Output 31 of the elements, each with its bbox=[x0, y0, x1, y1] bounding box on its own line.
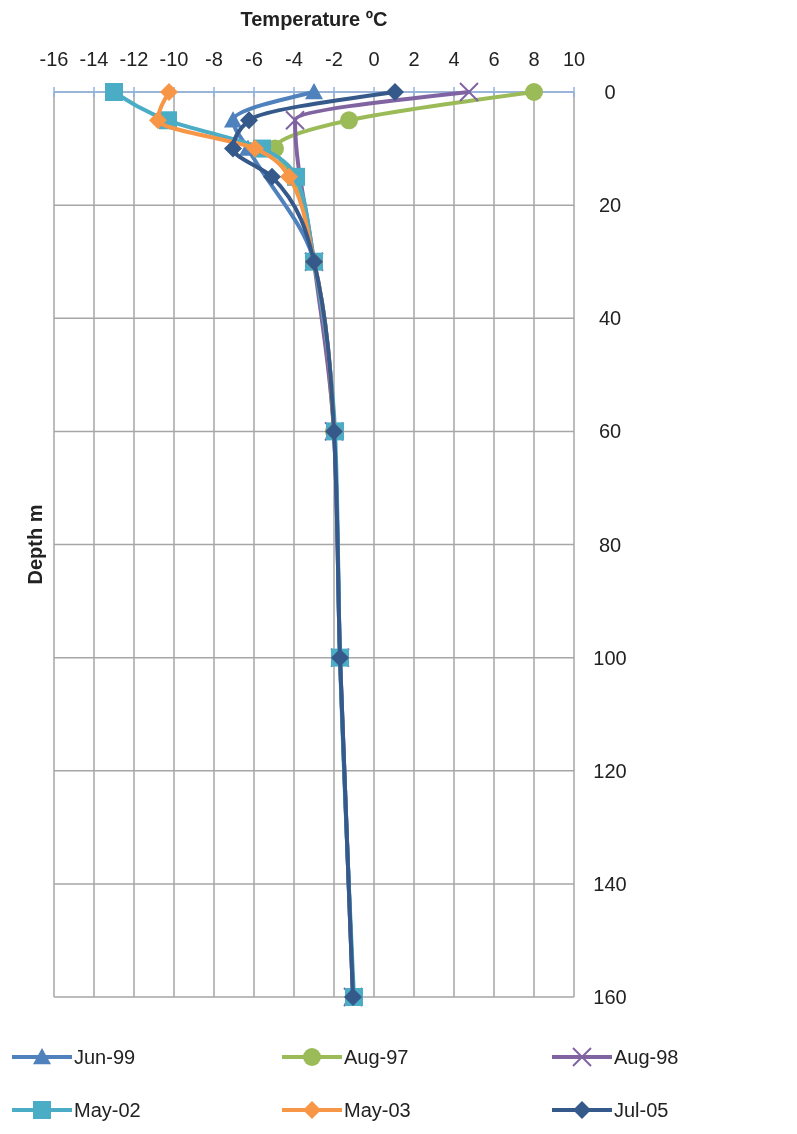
x-tick-label: -2 bbox=[325, 48, 343, 70]
x-tick-label: -10 bbox=[159, 48, 189, 70]
legend-label: Jun-99 bbox=[74, 1046, 136, 1068]
y-tick-label: 60 bbox=[598, 420, 622, 443]
legend-label: May-02 bbox=[74, 1099, 141, 1121]
x-tick-label: -4 bbox=[285, 48, 303, 70]
legend-label: Aug-97 bbox=[344, 1046, 409, 1068]
x-tick-label: 2 bbox=[408, 48, 420, 70]
legend-label: May-03 bbox=[344, 1099, 411, 1121]
x-tick-label: 6 bbox=[488, 48, 500, 70]
y-tick-label: 0 bbox=[604, 81, 616, 103]
x-tick-label: -16 bbox=[39, 48, 69, 70]
y-tick-label: 160 bbox=[593, 986, 627, 1008]
y-tick-label: 120 bbox=[593, 759, 627, 782]
x-tick-label: 8 bbox=[528, 48, 540, 70]
x-tick-label: 4 bbox=[448, 48, 460, 70]
x-tick-label: -14 bbox=[79, 48, 109, 70]
y-tick-label: 140 bbox=[593, 872, 627, 895]
y-tick-label: 80 bbox=[598, 533, 622, 556]
x-tick-label: -6 bbox=[245, 48, 263, 70]
y-tick-label: 100 bbox=[593, 646, 627, 669]
y-axis-title: Depth m bbox=[24, 504, 46, 585]
x-tick-label: 0 bbox=[368, 48, 380, 70]
x-tick-label: -8 bbox=[205, 48, 223, 70]
y-tick-label: 20 bbox=[598, 194, 622, 217]
legend-label: Aug-98 bbox=[614, 1046, 679, 1068]
x-axis-title: Temperature ºC bbox=[240, 8, 388, 30]
y-tick-label: 40 bbox=[598, 307, 622, 330]
legend-label: Jul-05 bbox=[614, 1099, 669, 1121]
x-tick-label: 10 bbox=[562, 48, 586, 70]
x-tick-label: -12 bbox=[119, 48, 149, 70]
